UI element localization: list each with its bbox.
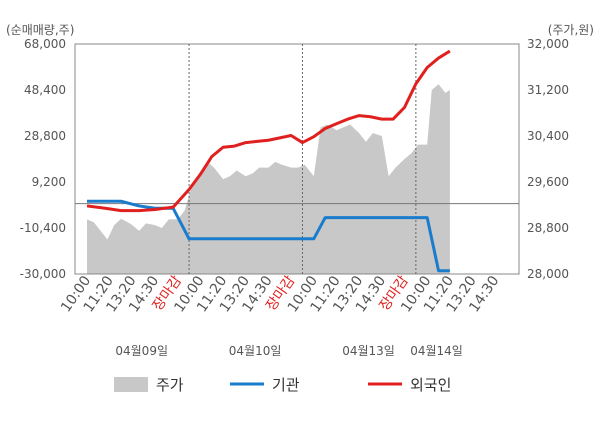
right-axis-ticks: 32,000 31,200 30,400 29,600 28,800 28,000: [527, 37, 569, 281]
date-label-2: 04월13일: [342, 344, 395, 358]
x-axis-ticks: 10:0011:2013:2014:30장마감10:0011:2013:2014…: [58, 273, 502, 315]
price-area-layer: [87, 84, 450, 274]
left-tick-label-2: 28,800: [24, 129, 66, 143]
left-tick-label-4: -10,400: [20, 221, 66, 235]
right-tick-label-1: 31,200: [527, 83, 569, 97]
price-area: [87, 84, 450, 274]
left-tick-label-0: 68,000: [24, 37, 66, 51]
legend-institution-label: 기관: [272, 376, 300, 394]
date-label-0: 04월09일: [115, 344, 168, 358]
right-tick-label-2: 30,400: [527, 129, 569, 143]
plot-border: [74, 43, 520, 275]
legend-price-label: 주가: [156, 376, 184, 394]
left-axis-title: (순매매량,주): [6, 23, 74, 37]
right-tick-label-5: 28,000: [527, 267, 569, 281]
right-tick-label-3: 29,600: [527, 175, 569, 189]
legend-foreign-label: 외국인: [410, 376, 451, 394]
right-tick-label-0: 32,000: [527, 37, 569, 51]
legend-price-swatch: [114, 377, 148, 392]
plot-frame: [74, 43, 520, 275]
date-label-1: 04월10일: [229, 344, 282, 358]
series-line-2: [86, 49, 451, 213]
net-buying-lines: [86, 49, 451, 273]
legend: 주가 기관 외국인: [114, 376, 451, 394]
right-axis-title: (주가,원): [548, 23, 594, 37]
right-tick-label-4: 28,800: [527, 221, 569, 235]
left-tick-label-3: 9,200: [32, 175, 66, 189]
left-tick-label-5: -30,000: [20, 267, 66, 281]
date-label-3: 04월14일: [410, 344, 463, 358]
left-axis-ticks: 68,000 48,400 28,800 9,200 -10,400 -30,000: [20, 37, 66, 281]
left-tick-label-1: 48,400: [24, 83, 66, 97]
date-labels: 04월09일 04월10일 04월13일 04월14일: [115, 344, 462, 358]
